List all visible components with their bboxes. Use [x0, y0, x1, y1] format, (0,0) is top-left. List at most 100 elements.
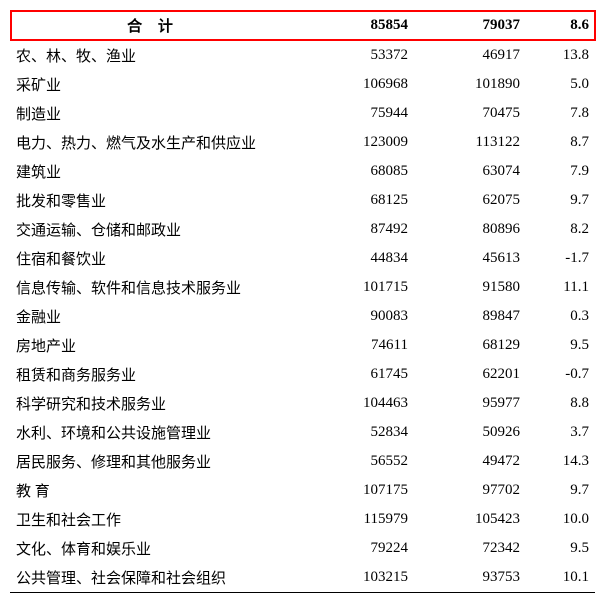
row-label: 房地产业 — [10, 331, 302, 360]
row-v1: 75944 — [302, 99, 414, 128]
table-row: 制造业75944704757.8 — [10, 99, 595, 128]
row-label: 金融业 — [10, 302, 302, 331]
row-v3: 14.3 — [526, 447, 595, 476]
row-label: 建筑业 — [10, 157, 302, 186]
row-v2: 97702 — [414, 476, 526, 505]
row-v2: 50926 — [414, 418, 526, 447]
table-row: 住宿和餐饮业4483445613-1.7 — [10, 244, 595, 273]
row-v3: 7.9 — [526, 157, 595, 186]
row-label: 公共管理、社会保障和社会组织 — [10, 563, 302, 593]
row-v1: 68125 — [302, 186, 414, 215]
row-v2: 46917 — [414, 41, 526, 71]
row-v3: 7.8 — [526, 99, 595, 128]
row-v2: 72342 — [414, 534, 526, 563]
table-row: 租赁和商务服务业6174562201-0.7 — [10, 360, 595, 389]
row-label: 文化、体育和娱乐业 — [10, 534, 302, 563]
table-wrapper: 合 计 85854 79037 8.6 农、林、牧、渔业533724691713… — [10, 10, 595, 593]
row-v3: 10.0 — [526, 505, 595, 534]
wage-table: 合 计 85854 79037 8.6 农、林、牧、渔业533724691713… — [10, 10, 595, 593]
row-v1: 52834 — [302, 418, 414, 447]
row-label: 批发和零售业 — [10, 186, 302, 215]
row-label: 居民服务、修理和其他服务业 — [10, 447, 302, 476]
table-row: 交通运输、仓储和邮政业87492808968.2 — [10, 215, 595, 244]
table-row: 房地产业74611681299.5 — [10, 331, 595, 360]
row-v1: 90083 — [302, 302, 414, 331]
row-v3: 9.5 — [526, 331, 595, 360]
table-row: 农、林、牧、渔业533724691713.8 — [10, 41, 595, 71]
row-label: 农、林、牧、渔业 — [10, 41, 302, 71]
table-row: 科学研究和技术服务业104463959778.8 — [10, 389, 595, 418]
row-v1: 68085 — [302, 157, 414, 186]
row-label: 制造业 — [10, 99, 302, 128]
row-v2: 80896 — [414, 215, 526, 244]
row-v3: 10.1 — [526, 563, 595, 593]
row-v1: 104463 — [302, 389, 414, 418]
row-label: 教 育 — [10, 476, 302, 505]
row-label: 电力、热力、燃气及水生产和供应业 — [10, 128, 302, 157]
row-v3: 5.0 — [526, 70, 595, 99]
row-label: 采矿业 — [10, 70, 302, 99]
row-v1: 44834 — [302, 244, 414, 273]
row-v3: -0.7 — [526, 360, 595, 389]
row-label: 交通运输、仓储和邮政业 — [10, 215, 302, 244]
row-v2: 91580 — [414, 273, 526, 302]
row-v3: 9.7 — [526, 186, 595, 215]
row-v3: 13.8 — [526, 41, 595, 71]
row-v1: 115979 — [302, 505, 414, 534]
row-v1: 79224 — [302, 534, 414, 563]
row-v2: 93753 — [414, 563, 526, 593]
row-v1: 61745 — [302, 360, 414, 389]
row-label: 科学研究和技术服务业 — [10, 389, 302, 418]
row-v2: 45613 — [414, 244, 526, 273]
table-row: 金融业90083898470.3 — [10, 302, 595, 331]
header-v2: 79037 — [414, 11, 526, 41]
table-row: 教 育107175977029.7 — [10, 476, 595, 505]
table-row: 居民服务、修理和其他服务业565524947214.3 — [10, 447, 595, 476]
row-v2: 62201 — [414, 360, 526, 389]
row-v2: 68129 — [414, 331, 526, 360]
row-v2: 113122 — [414, 128, 526, 157]
row-v1: 87492 — [302, 215, 414, 244]
table-row: 电力、热力、燃气及水生产和供应业1230091131228.7 — [10, 128, 595, 157]
row-v3: 9.5 — [526, 534, 595, 563]
row-v1: 74611 — [302, 331, 414, 360]
row-label: 住宿和餐饮业 — [10, 244, 302, 273]
row-v1: 106968 — [302, 70, 414, 99]
row-v2: 70475 — [414, 99, 526, 128]
row-v2: 101890 — [414, 70, 526, 99]
row-v1: 101715 — [302, 273, 414, 302]
row-v2: 89847 — [414, 302, 526, 331]
row-v1: 107175 — [302, 476, 414, 505]
table-row: 公共管理、社会保障和社会组织1032159375310.1 — [10, 563, 595, 593]
table-row: 建筑业68085630747.9 — [10, 157, 595, 186]
row-v3: 8.2 — [526, 215, 595, 244]
table-row: 卫生和社会工作11597910542310.0 — [10, 505, 595, 534]
row-v3: 0.3 — [526, 302, 595, 331]
row-label: 信息传输、软件和信息技术服务业 — [10, 273, 302, 302]
row-v3: -1.7 — [526, 244, 595, 273]
row-label: 卫生和社会工作 — [10, 505, 302, 534]
header-v1: 85854 — [302, 11, 414, 41]
row-v1: 103215 — [302, 563, 414, 593]
row-v2: 105423 — [414, 505, 526, 534]
table-header-row: 合 计 85854 79037 8.6 — [10, 11, 595, 41]
row-v3: 8.8 — [526, 389, 595, 418]
row-v3: 3.7 — [526, 418, 595, 447]
table-row: 采矿业1069681018905.0 — [10, 70, 595, 99]
row-v1: 123009 — [302, 128, 414, 157]
table-row: 信息传输、软件和信息技术服务业1017159158011.1 — [10, 273, 595, 302]
row-v1: 56552 — [302, 447, 414, 476]
row-v2: 62075 — [414, 186, 526, 215]
row-v3: 8.7 — [526, 128, 595, 157]
row-v2: 95977 — [414, 389, 526, 418]
row-v2: 63074 — [414, 157, 526, 186]
table-row: 水利、环境和公共设施管理业52834509263.7 — [10, 418, 595, 447]
row-v1: 53372 — [302, 41, 414, 71]
row-v2: 49472 — [414, 447, 526, 476]
row-label: 租赁和商务服务业 — [10, 360, 302, 389]
header-label: 合 计 — [10, 11, 302, 41]
row-v3: 11.1 — [526, 273, 595, 302]
table-row: 文化、体育和娱乐业79224723429.5 — [10, 534, 595, 563]
header-v3: 8.6 — [526, 11, 595, 41]
row-v3: 9.7 — [526, 476, 595, 505]
